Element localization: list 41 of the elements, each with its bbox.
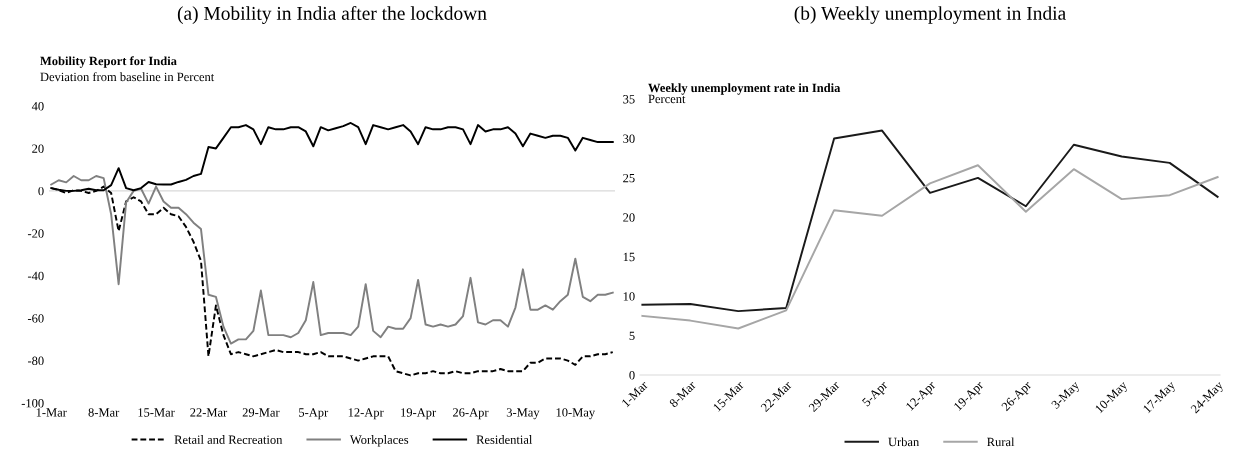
- y-tick-label: 35: [623, 95, 635, 104]
- y-tick-label: 25: [623, 173, 635, 183]
- y-tick-label: 40: [31, 102, 44, 111]
- y-tick-label: 5: [629, 331, 635, 341]
- y-tick-label: 15: [623, 252, 635, 262]
- y-tick-label: -100: [21, 399, 44, 408]
- x-tick-label: 1-Mar: [36, 408, 67, 417]
- y-tick-label: -40: [27, 271, 44, 281]
- chart-title: (a) Mobility in India after the lockdown: [177, 6, 487, 24]
- y-axis-title: Percent: [648, 94, 686, 104]
- y-tick-label: -60: [27, 314, 44, 323]
- x-tick-label: 29-Mar: [242, 408, 280, 417]
- x-tick-label: 19-Apr: [401, 408, 437, 420]
- y-tick-label: 0: [38, 186, 44, 196]
- legend-label: Rural: [987, 437, 1015, 447]
- x-tick-label: 15-Mar: [138, 408, 175, 417]
- chart-subtitle: Mobility Report for India: [40, 56, 177, 68]
- x-tick-label: 5-Apr: [299, 408, 329, 420]
- line-series: [641, 129, 1219, 313]
- legend-label: Retail and Recreation: [174, 435, 283, 444]
- x-tick-label: 8-Mar: [88, 408, 120, 417]
- y-tick-label: 0: [629, 371, 635, 380]
- y-tick-label: -20: [27, 229, 44, 238]
- chart-title: (b) Weekly unemployment in India: [794, 6, 1066, 24]
- y-tick-label: 10: [623, 292, 635, 301]
- chart-subtitle: Weekly unemployment rate in India: [648, 83, 841, 95]
- x-tick-label: 26-Apr: [453, 408, 489, 420]
- y-axis-title: Deviation from baseline in Percent: [40, 72, 215, 82]
- y-tick-label: 20: [623, 213, 635, 222]
- y-tick-label: 20: [32, 144, 44, 153]
- legend-label: Residential: [476, 435, 533, 444]
- x-tick-label: 10-May: [556, 408, 596, 420]
- line-series: [50, 175, 614, 345]
- x-tick-label: 12-Apr: [348, 408, 384, 420]
- y-tick-label: -80: [27, 356, 44, 366]
- x-tick-label: 3-May: [506, 408, 540, 420]
- legend-label: Urban: [888, 437, 920, 447]
- legend-label: Workplaces: [349, 435, 409, 447]
- line-series: [641, 164, 1219, 330]
- x-tick-label: 22-Mar: [190, 408, 228, 417]
- y-tick-label: 30: [623, 134, 635, 143]
